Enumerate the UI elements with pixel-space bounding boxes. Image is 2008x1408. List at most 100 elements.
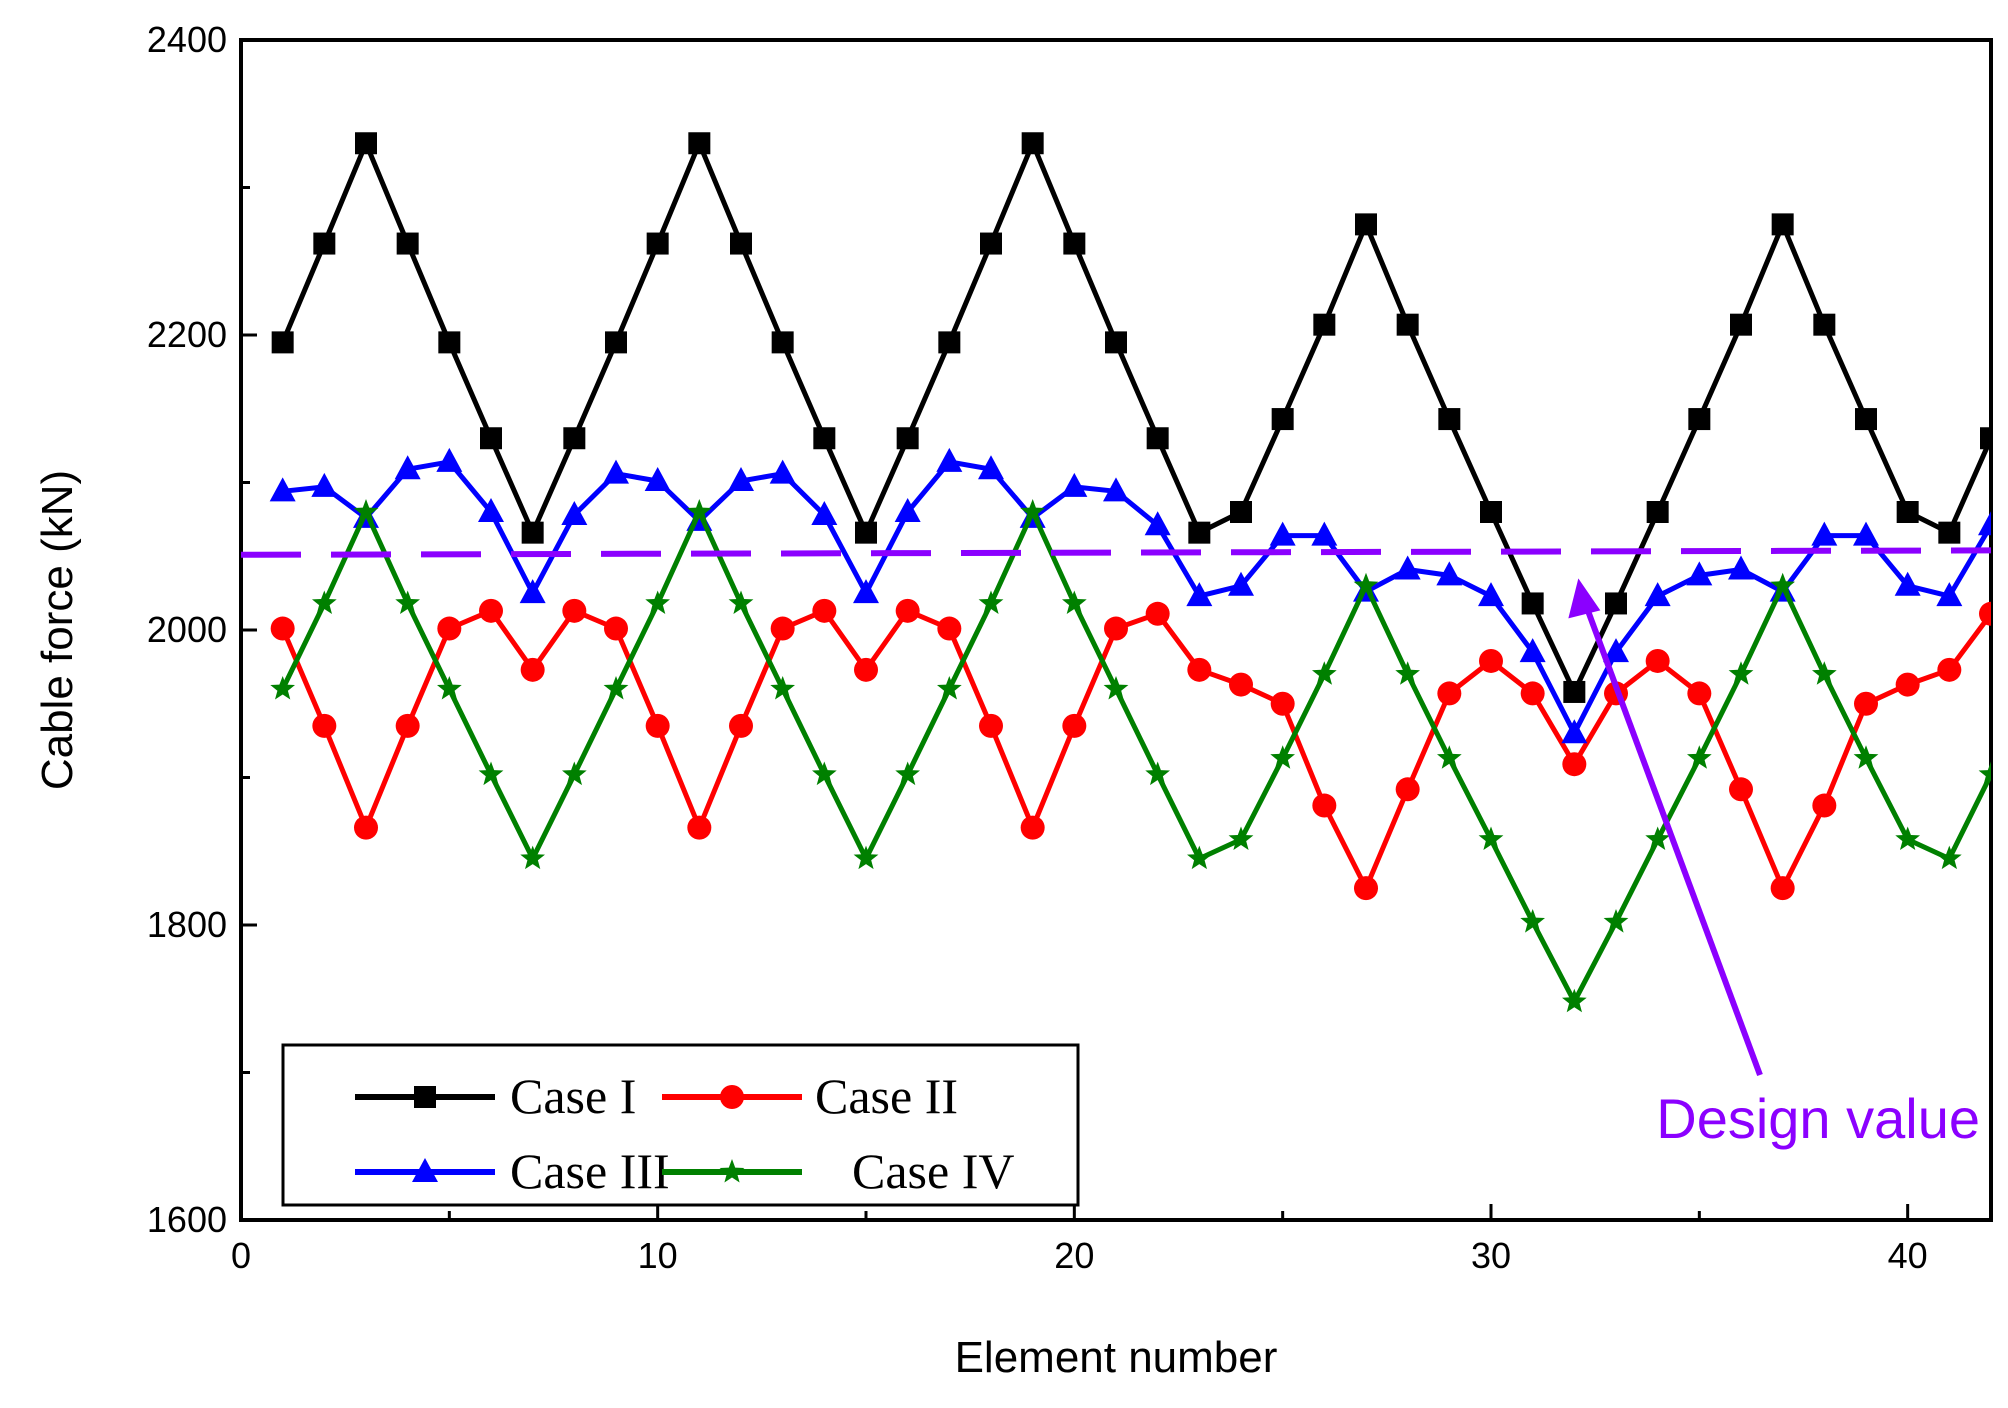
case-ii-point	[1437, 681, 1462, 706]
legend: Case I Case II Case III Case IV	[281, 1043, 1080, 1207]
case-iii-point	[1186, 582, 1213, 607]
case-iii-point	[644, 467, 671, 492]
case-i-line	[280, 140, 1991, 695]
case-ii-point	[1145, 601, 1170, 626]
annotation-layer: Design value	[1568, 578, 1980, 1150]
case-iv-point	[1937, 845, 1962, 870]
case-iii-point	[1853, 521, 1879, 546]
case-i-point	[438, 331, 461, 354]
case-i-point	[1063, 232, 1086, 255]
case-ii-point	[1104, 616, 1128, 641]
case-iv-point	[978, 590, 1004, 614]
series-case-i	[271, 132, 1991, 703]
case-iii-point	[1478, 582, 1504, 607]
legend-marker-case-iii	[412, 1158, 438, 1182]
case-iii-point	[1811, 521, 1838, 546]
case-i-point	[1021, 132, 1044, 155]
case-iv-point	[937, 676, 962, 700]
case-iii-point	[478, 498, 504, 522]
case-i-point	[730, 232, 752, 255]
case-iv-point	[1395, 661, 1420, 685]
case-ii-point	[1895, 672, 1920, 697]
case-ii-point	[1645, 648, 1670, 673]
case-iii-point	[978, 455, 1004, 480]
case-iii-point	[1269, 521, 1296, 546]
case-i-point	[1646, 501, 1669, 523]
case-i-point	[480, 427, 502, 450]
case-iv-point	[562, 761, 587, 786]
case-ii-point	[687, 815, 712, 840]
case-ii-point	[812, 598, 837, 623]
case-i-point	[1855, 408, 1877, 431]
case-ii-point	[1812, 793, 1837, 818]
case-iii-point	[1603, 638, 1629, 663]
case-i-point	[1813, 313, 1836, 336]
case-ii-point	[520, 657, 545, 682]
case-ii-point	[1395, 777, 1420, 802]
case-iii-point	[1978, 511, 1991, 536]
x-axis-ticks: 0 10 20 30 40	[231, 1204, 1928, 1276]
x-tick-label: 10	[638, 1235, 678, 1276]
series-design-value	[241, 547, 1991, 558]
case-iii-point	[561, 500, 588, 525]
x-axis-title: Element number	[955, 1333, 1278, 1382]
case-iv-point	[520, 845, 545, 870]
case-iv-point	[1062, 590, 1087, 614]
case-iv-point	[1270, 745, 1295, 769]
case-ii-point	[937, 616, 962, 641]
case-iv-point	[1603, 909, 1629, 933]
case-iii-point	[1519, 638, 1546, 663]
case-i-point	[1688, 408, 1711, 431]
case-i-point	[1188, 521, 1211, 544]
x-tick-label: 20	[1054, 1235, 1094, 1276]
case-iv-point	[1437, 745, 1462, 769]
y-tick-label: 1600	[147, 1199, 227, 1240]
case-i-point	[605, 331, 627, 354]
case-i-point	[1980, 427, 1991, 450]
case-ii-point	[979, 713, 1003, 738]
case-iv-point	[770, 676, 795, 700]
case-iii-point	[811, 500, 838, 525]
case-i-point	[1896, 501, 1919, 523]
case-iv-point	[1812, 661, 1837, 685]
case-iii-point	[1103, 477, 1129, 502]
case-ii-point	[1854, 691, 1878, 716]
series-layer	[241, 132, 1991, 1013]
case-iii-point	[394, 455, 421, 480]
case-iv-point	[1645, 826, 1670, 850]
case-iii-point	[936, 447, 963, 472]
case-ii-point	[1979, 601, 1991, 626]
case-i-point	[1730, 313, 1752, 336]
case-i-point	[355, 132, 377, 155]
case-ii-point	[1520, 681, 1545, 706]
case-i-point	[1355, 213, 1377, 236]
case-iv-point	[395, 590, 420, 614]
series-case-iv	[270, 499, 1991, 1013]
case-iii-point	[1061, 472, 1088, 497]
case-iv-point	[1478, 826, 1504, 850]
case-iv-point	[895, 761, 920, 786]
case-iii-point	[603, 459, 629, 484]
case-i-point	[563, 427, 586, 450]
case-iv-point	[687, 499, 712, 523]
case-i-point	[521, 521, 544, 544]
case-i-point	[771, 331, 794, 354]
case-i-point	[855, 521, 877, 544]
case-iii-point	[1894, 571, 1921, 596]
case-iv-point	[1145, 761, 1170, 786]
legend-label-case-iii: Case III	[510, 1143, 670, 1199]
case-iii-point	[1144, 511, 1171, 536]
case-iv-point	[1728, 661, 1754, 685]
case-iv-point	[1228, 826, 1254, 850]
case-i-point	[1480, 501, 1502, 523]
case-i-point	[646, 232, 669, 255]
case-iv-point	[728, 590, 754, 614]
case-iv-point	[1520, 909, 1545, 933]
y-axis-title: Cable force (kN)	[33, 470, 82, 790]
case-i-point	[938, 331, 961, 354]
case-iv-point	[1895, 826, 1920, 850]
case-iv-point	[1853, 745, 1879, 769]
case-iii-point	[1394, 555, 1421, 580]
case-iv-point	[312, 590, 337, 614]
case-ii-point	[1770, 876, 1795, 901]
